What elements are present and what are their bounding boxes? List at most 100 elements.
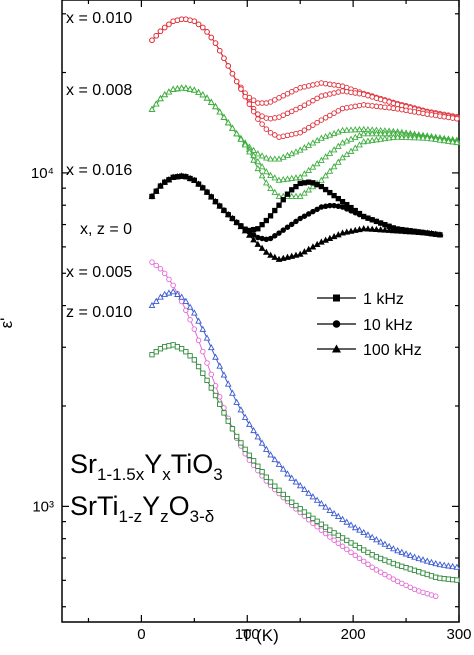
data-point xyxy=(305,166,313,174)
data-point xyxy=(207,343,215,351)
data-point xyxy=(149,259,155,265)
data-point xyxy=(272,233,278,239)
x-tick-label: 100 xyxy=(235,626,260,643)
data-point xyxy=(327,534,333,540)
data-point xyxy=(262,445,270,452)
data-point xyxy=(301,102,308,109)
series-8 xyxy=(148,172,444,262)
data-point xyxy=(335,540,342,547)
data-point xyxy=(365,561,371,568)
data-point xyxy=(406,228,414,235)
data-point xyxy=(305,100,312,106)
data-point xyxy=(293,218,299,225)
data-point xyxy=(255,463,261,469)
data-point xyxy=(339,543,346,550)
data-point xyxy=(200,370,206,376)
data-point xyxy=(322,186,329,193)
data-point xyxy=(157,182,164,189)
data-point xyxy=(280,491,286,498)
data-point xyxy=(293,87,299,93)
data-point xyxy=(347,521,355,528)
data-point xyxy=(318,176,325,183)
data-point xyxy=(272,132,278,138)
data-point xyxy=(313,160,321,167)
data-point xyxy=(254,433,262,440)
data-point xyxy=(212,197,219,205)
data-point xyxy=(271,174,279,181)
data-point xyxy=(351,144,359,151)
data-point xyxy=(377,135,385,142)
data-point xyxy=(262,154,270,161)
data-point xyxy=(220,113,228,120)
x-axis-label: T (K) xyxy=(241,626,278,645)
label-x-0.010: x = 0.010 xyxy=(66,10,132,27)
y-axis-label: ε' xyxy=(0,318,16,329)
data-point xyxy=(360,528,368,536)
label-z-0.010: z = 0.010 xyxy=(66,304,132,321)
data-point xyxy=(347,227,355,234)
data-point xyxy=(314,518,320,524)
data-point xyxy=(423,557,431,564)
data-point xyxy=(224,380,232,387)
data-point xyxy=(301,213,308,219)
data-point xyxy=(326,149,334,156)
data-point xyxy=(382,557,388,563)
data-point xyxy=(301,485,308,493)
data-point xyxy=(250,108,257,115)
data-point xyxy=(275,460,283,467)
data-point xyxy=(288,221,295,228)
data-point xyxy=(216,108,224,115)
data-point xyxy=(267,213,274,219)
data-point xyxy=(221,410,227,416)
data-point xyxy=(275,176,283,183)
data-point xyxy=(339,535,346,541)
data-point xyxy=(314,95,320,102)
data-point xyxy=(258,163,266,170)
data-point xyxy=(259,113,265,119)
data-point xyxy=(152,100,160,107)
data-point xyxy=(169,288,177,295)
data-point xyxy=(314,119,320,126)
data-point xyxy=(229,389,236,396)
data-point xyxy=(263,126,270,132)
data-point xyxy=(390,227,397,234)
data-point xyxy=(351,523,359,531)
data-point xyxy=(275,155,283,162)
data-point xyxy=(445,137,452,144)
data-point xyxy=(297,104,303,111)
data-point xyxy=(318,527,325,533)
x-tick-label: 300 xyxy=(446,626,471,643)
data-point xyxy=(322,503,329,510)
data-point xyxy=(415,228,423,235)
data-point xyxy=(148,301,156,309)
data-point xyxy=(314,206,320,213)
data-point xyxy=(288,174,296,181)
data-point xyxy=(343,228,351,235)
data-point xyxy=(170,342,176,348)
data-point xyxy=(288,89,295,95)
data-point xyxy=(440,137,448,144)
data-point xyxy=(369,552,375,558)
data-point xyxy=(445,576,452,582)
data-point xyxy=(449,562,457,570)
data-point xyxy=(174,172,181,180)
data-point xyxy=(373,567,380,573)
data-point xyxy=(258,244,266,251)
data-point xyxy=(284,191,291,197)
data-point xyxy=(356,141,363,148)
data-point xyxy=(381,226,389,233)
data-point xyxy=(182,297,190,304)
data-point xyxy=(254,164,262,172)
data-point xyxy=(292,478,300,485)
data-point xyxy=(280,227,287,233)
data-point xyxy=(440,561,448,568)
data-point xyxy=(433,574,439,580)
data-point xyxy=(195,317,202,324)
data-point xyxy=(310,515,316,521)
data-point xyxy=(356,225,363,233)
data-point xyxy=(178,84,185,91)
data-point xyxy=(254,240,262,247)
data-point xyxy=(334,158,342,165)
data-point xyxy=(394,547,401,554)
